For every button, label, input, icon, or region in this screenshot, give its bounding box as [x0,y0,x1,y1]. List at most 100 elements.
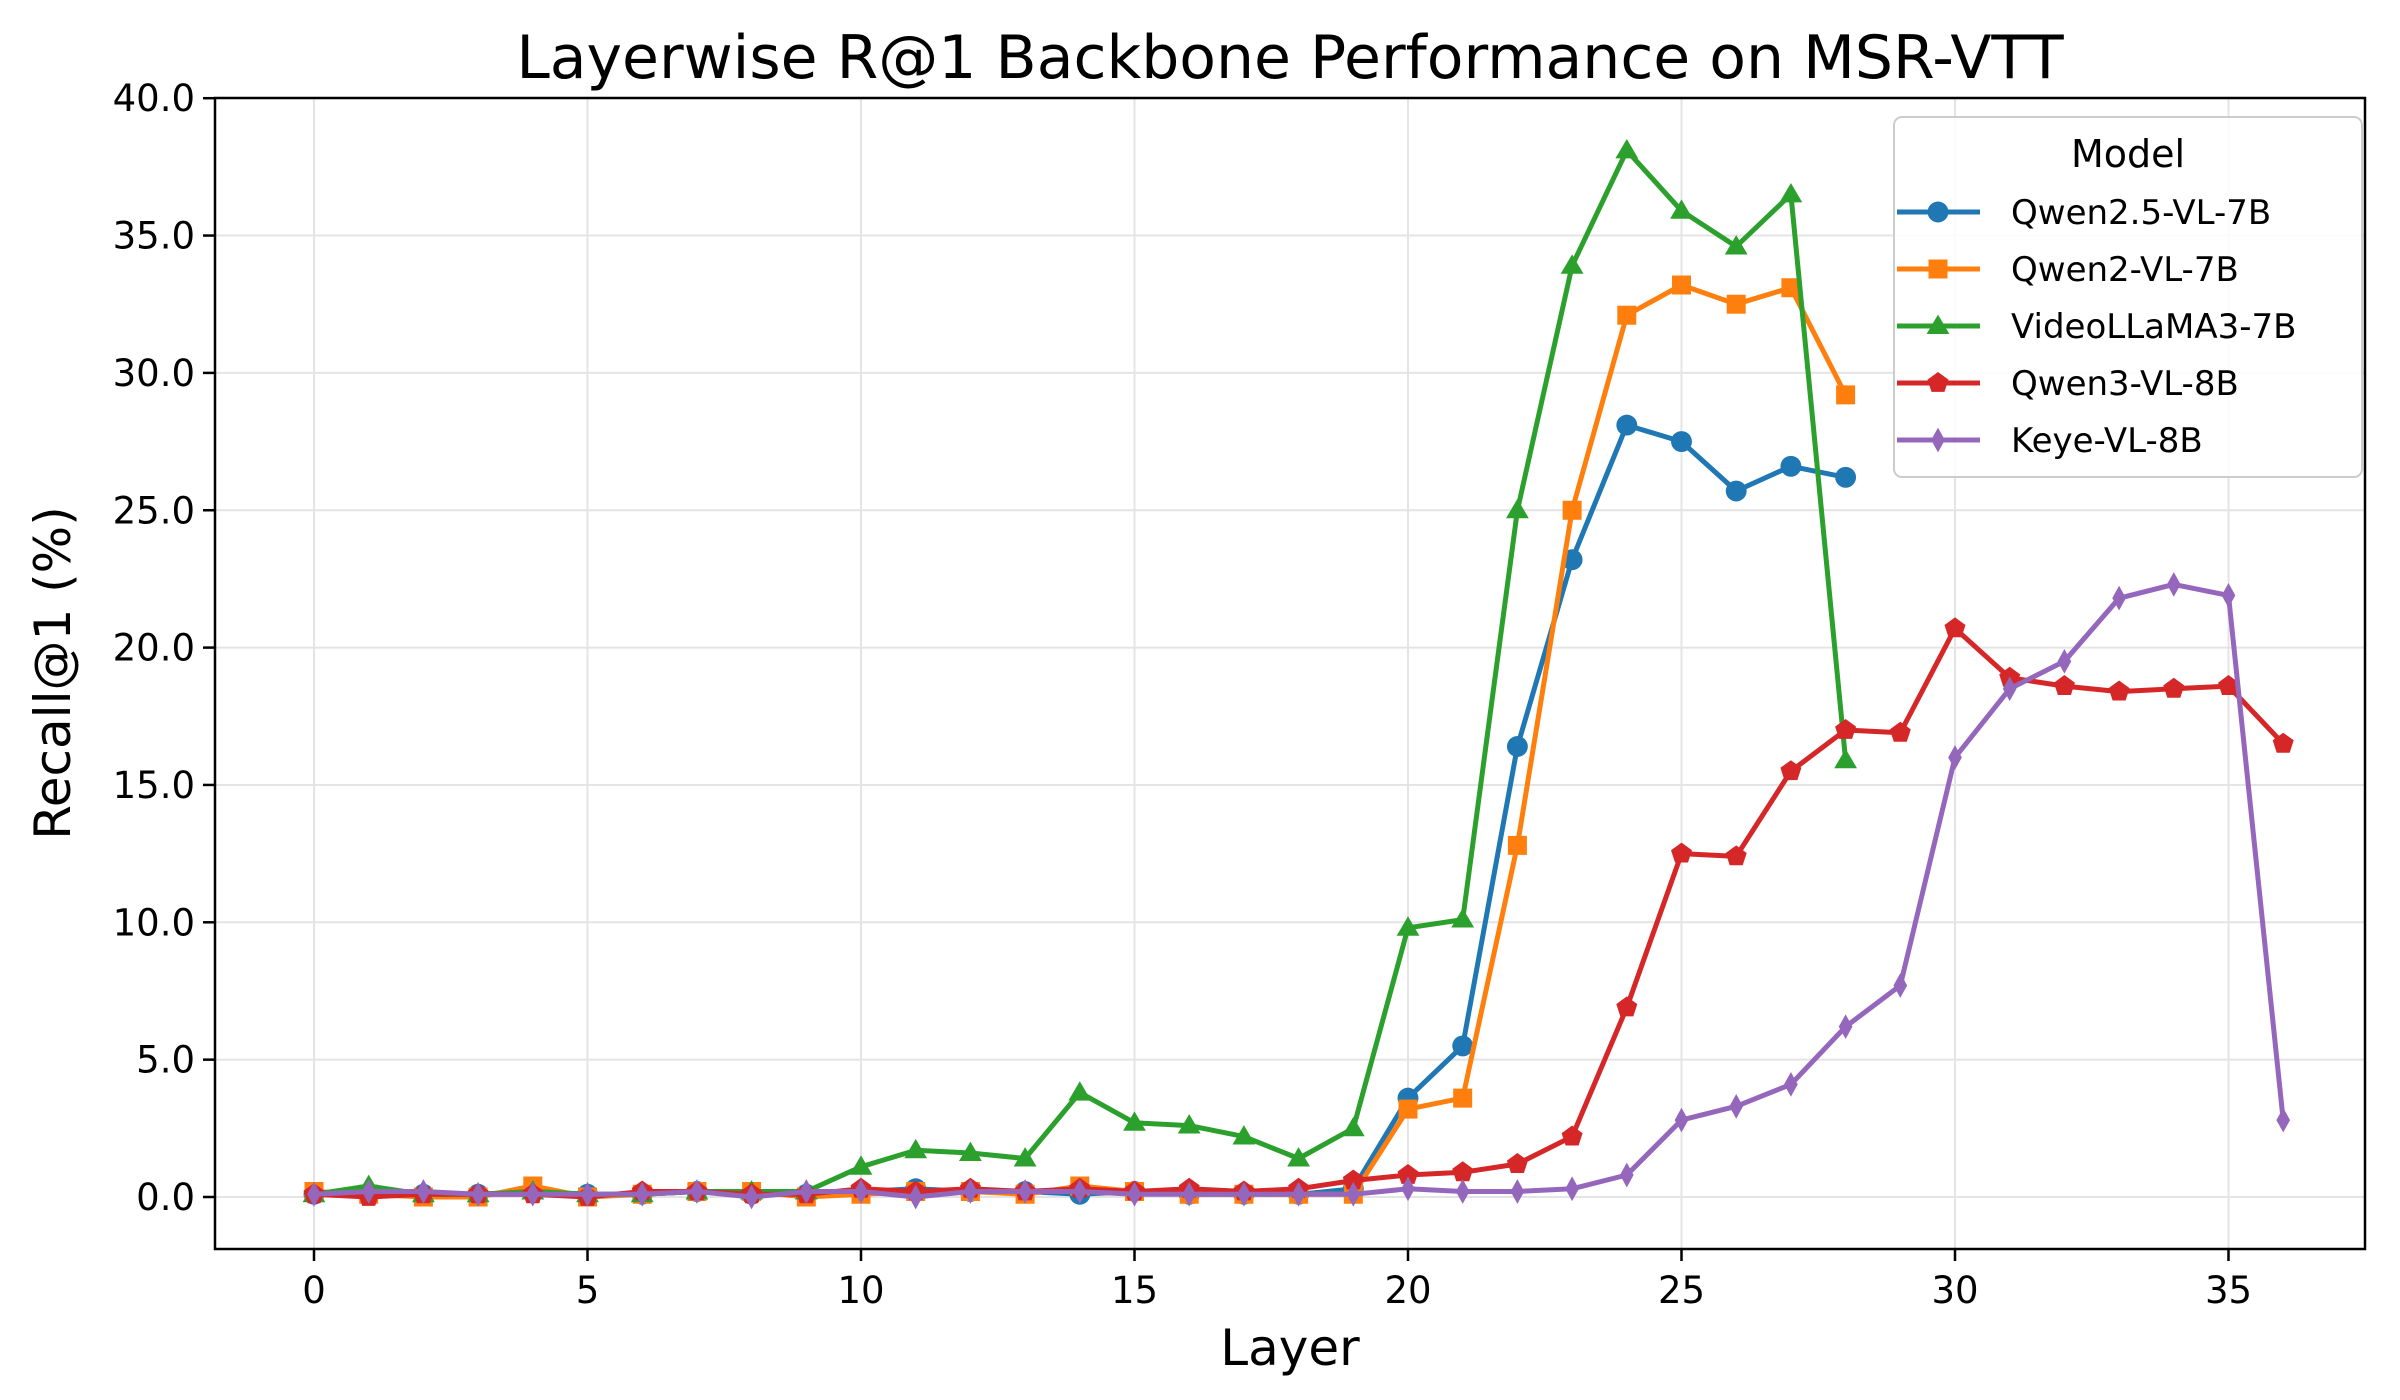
square-marker [1562,500,1582,520]
pentagon-marker [1342,1169,1364,1190]
triangle-marker [1834,748,1857,769]
thin-diamond-marker [1893,973,1908,998]
circle-marker [1835,466,1857,488]
legend-label: VideoLLaMA3-7B [2011,307,2296,347]
y-tick-label: 30.0 [113,352,195,395]
thin-diamond-marker [2002,676,2017,702]
pentagon-marker [2163,677,2185,698]
y-tick-label: 5.0 [136,1039,195,1082]
triangle-marker [1724,235,1748,255]
circle-marker [1725,480,1747,502]
pentagon-marker [1835,719,1857,739]
thin-diamond-marker [1018,1179,1032,1204]
thin-diamond-marker [690,1179,704,1204]
thin-diamond-marker [1291,1181,1306,1207]
pentagon-marker [1780,760,1802,781]
square-marker [1781,278,1801,298]
legend-item: VideoLLaMA3-7B [1897,307,2296,347]
square-marker [1617,305,1637,325]
thin-diamond-marker [2276,1107,2291,1133]
pentagon-marker [1452,1161,1474,1182]
y-tick-label: 15.0 [113,764,195,807]
x-axis-ticks: 0 5 10 15 20 25 30 35 [302,1249,2252,1312]
pentagon-marker [1927,372,1949,392]
square-marker [1398,1099,1418,1119]
triangle-marker [1287,1147,1310,1167]
x-tick-label: 25 [1658,1269,1705,1312]
thin-diamond-marker [1674,1107,1689,1133]
legend-item: Keye-VL-8B [1897,421,2203,461]
pentagon-marker [2108,680,2130,701]
triangle-marker [1396,916,1420,936]
square-marker [1453,1088,1473,1108]
legend-item: Qwen3-VL-8B [1897,364,2239,404]
pentagon-marker [1889,721,1911,742]
thin-diamond-marker [1931,427,1945,453]
data-series [302,138,2294,1210]
circle-marker [1780,455,1802,477]
thin-diamond-marker [1455,1179,1470,1204]
legend-label: Qwen2.5-VL-7B [2011,193,2271,233]
y-tick-label: 35.0 [113,215,195,258]
triangle-marker [1068,1081,1092,1101]
thin-diamond-marker [1784,1072,1798,1097]
triangle-marker [1506,498,1529,519]
legend-label: Qwen2-VL-7B [2011,250,2239,290]
legend-label: Keye-VL-8B [2011,421,2203,461]
thin-diamond-marker [908,1184,923,1210]
x-tick-label: 15 [1111,1269,1158,1312]
triangle-marker [1615,138,1639,159]
y-tick-label: 25.0 [113,489,195,532]
circle-marker [1927,201,1949,223]
square-marker [1836,385,1856,405]
triangle-marker [1177,1114,1201,1134]
y-tick-label: 0.0 [136,1176,195,1219]
pentagon-marker [1616,996,1638,1017]
pentagon-marker [2272,732,2294,753]
legend-item: Qwen2.5-VL-7B [1897,193,2271,233]
y-axis-label: Recall@1 (%) [24,506,82,839]
thin-diamond-marker [1072,1179,1087,1204]
pentagon-marker [1725,845,1747,866]
circle-marker [1452,1035,1474,1057]
x-axis-label: Layer [1220,1319,1360,1377]
plot-frame [213,96,2367,1251]
pentagon-marker [1561,1125,1583,1146]
thin-diamond-marker [2057,648,2072,674]
thin-diamond-marker [1237,1181,1251,1207]
thin-diamond-marker [1565,1176,1579,1202]
legend-box [1893,116,2363,478]
triangle-marker [1232,1125,1256,1145]
triangle-marker [1779,182,1803,203]
square-marker [1928,259,1948,279]
square-marker [1672,275,1691,295]
triangle-marker [904,1138,928,1159]
legend: Model Qwen2.5-VL-7B Qwen2-VL-7B VideoLLaMA… [1893,116,2363,478]
y-axis-ticks: 0.0 5.0 10.0 15.0 20.0 25.0 30.0 35.0 40.0 [113,77,215,1219]
pentagon-marker [1671,842,1692,863]
thin-diamond-marker [1619,1162,1634,1188]
x-tick-label: 10 [837,1269,884,1312]
thin-diamond-marker [1729,1093,1744,1119]
triangle-marker [1451,908,1475,928]
thin-diamond-marker [416,1179,431,1204]
triangle-marker [1123,1111,1146,1131]
legend-item: Qwen2-VL-7B [1897,250,2239,290]
x-tick-label: 0 [302,1269,326,1312]
y-tick-label: 10.0 [113,901,195,944]
triangle-marker [1560,254,1584,274]
thin-diamond-marker [580,1181,595,1207]
thin-diamond-marker [1510,1179,1525,1204]
triangle-marker [1926,314,1950,334]
pentagon-marker [1944,617,1966,638]
thin-diamond-marker [963,1179,978,1204]
thin-diamond-marker [744,1184,759,1210]
triangle-marker [959,1141,982,1162]
thin-diamond-marker [307,1181,321,1207]
thin-diamond-marker [2112,585,2126,611]
square-marker [1507,835,1527,855]
thin-diamond-marker [361,1179,376,1204]
triangle-marker [1670,199,1693,219]
thin-diamond-marker [635,1181,650,1207]
triangle-marker [1013,1147,1037,1167]
